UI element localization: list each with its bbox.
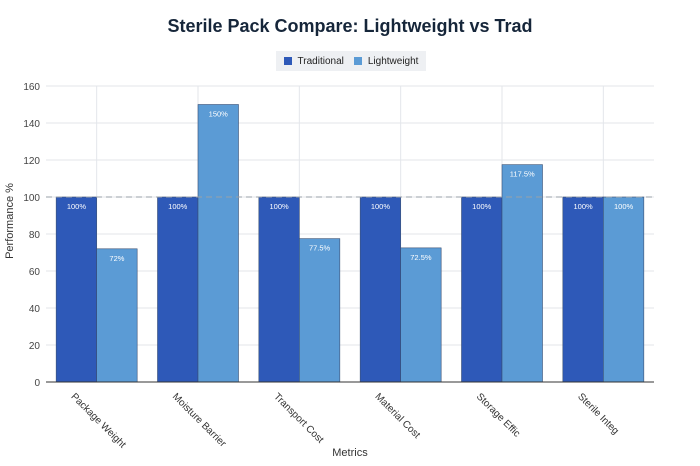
bar-value-label: 77.5% xyxy=(309,244,331,253)
y-tick-label: 120 xyxy=(23,156,40,167)
bar-lightweight-1 xyxy=(197,104,239,383)
bar-value-label: 100% xyxy=(67,202,87,211)
x-tick-label: Storage Effic xyxy=(474,391,522,439)
bar-traditional-2 xyxy=(258,196,300,383)
legend: Traditional Lightweight xyxy=(276,51,426,71)
bar-traditional-1 xyxy=(157,196,199,383)
bar-value-label: 100% xyxy=(371,202,391,211)
x-tick-label: Package Weight xyxy=(69,391,128,450)
bar-lightweight-5 xyxy=(603,196,645,383)
bar-value-label: 150% xyxy=(209,110,229,119)
bar-value-label: 100% xyxy=(168,202,188,211)
bar-value-label: 100% xyxy=(573,202,593,211)
x-tick-label: Material Cost xyxy=(373,391,423,441)
bar-traditional-4 xyxy=(461,196,503,383)
bar-value-label: 100% xyxy=(614,202,634,211)
y-tick-label: 100 xyxy=(23,193,40,204)
y-tick-label: 160 xyxy=(23,82,40,93)
y-axis-label: Performance % xyxy=(4,183,16,259)
bar-traditional-5 xyxy=(562,196,604,383)
y-tick-label: 140 xyxy=(23,119,40,130)
chart-title: Sterile Pack Compare: Lightweight vs Tra… xyxy=(167,16,533,36)
bar-traditional-3 xyxy=(359,196,401,383)
y-tick-label: 40 xyxy=(29,304,41,315)
bar-value-label: 100% xyxy=(472,202,492,211)
x-tick-label: Moisture Barrier xyxy=(170,391,229,450)
legend-item-lightweight[interactable]: Lightweight xyxy=(353,55,419,67)
bar-value-label: 72.5% xyxy=(410,253,432,262)
x-tick-label: Sterile Integ xyxy=(575,391,621,437)
y-tick-label: 0 xyxy=(34,378,40,389)
legend-item-traditional[interactable]: Traditional xyxy=(283,55,344,67)
bar-lightweight-0 xyxy=(96,248,138,383)
legend-swatch-traditional xyxy=(283,57,292,65)
y-tick-label: 20 xyxy=(29,341,41,352)
bar-value-label: 117.5% xyxy=(510,170,535,179)
x-axis-label: Metrics xyxy=(332,447,368,459)
x-tick-label: Transport Cost xyxy=(271,391,325,445)
bar-value-label: 100% xyxy=(269,202,289,211)
bar-traditional-0 xyxy=(55,196,97,383)
bar-value-label: 72% xyxy=(109,254,124,263)
legend-label-lightweight: Lightweight xyxy=(367,55,419,67)
legend-label-traditional: Traditional xyxy=(297,55,344,67)
y-tick-label: 60 xyxy=(29,267,41,278)
legend-swatch-lightweight xyxy=(353,57,362,65)
y-tick-label: 80 xyxy=(29,230,41,241)
bar-lightweight-2 xyxy=(299,238,341,383)
bar-lightweight-3 xyxy=(400,247,442,383)
bars: 100% 100% 100% 100% 100% 100% 72% 150% 77.5% 72.5… xyxy=(55,104,645,383)
